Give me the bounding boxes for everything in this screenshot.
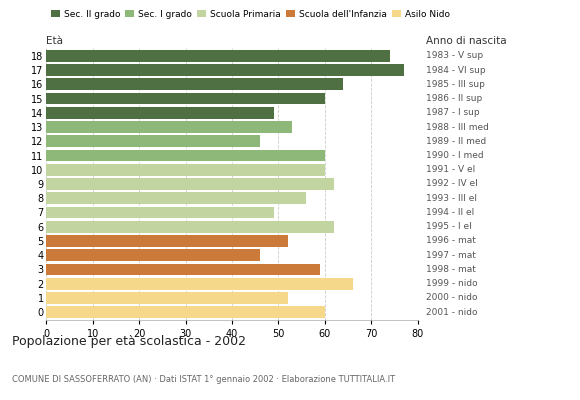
Text: 1998 - mat: 1998 - mat (426, 265, 476, 274)
Text: 1993 - III el: 1993 - III el (426, 194, 477, 203)
Text: 1992 - IV el: 1992 - IV el (426, 180, 478, 188)
Legend: Sec. II grado, Sec. I grado, Scuola Primaria, Scuola dell'Infanzia, Asilo Nido: Sec. II grado, Sec. I grado, Scuola Prim… (51, 10, 450, 19)
Text: 1987 - I sup: 1987 - I sup (426, 108, 480, 117)
Bar (46, 221, 334, 232)
Text: 1995 - I el: 1995 - I el (426, 222, 472, 231)
Bar (46, 249, 260, 261)
Bar (46, 178, 334, 190)
Text: 1989 - II med: 1989 - II med (426, 137, 487, 146)
Bar (46, 278, 353, 290)
Text: 1983 - V sup: 1983 - V sup (426, 51, 483, 60)
Text: Età: Età (46, 36, 63, 46)
Text: 1985 - III sup: 1985 - III sup (426, 80, 485, 89)
Text: 2000 - nido: 2000 - nido (426, 294, 478, 302)
Text: COMUNE DI SASSOFERRATO (AN) · Dati ISTAT 1° gennaio 2002 · Elaborazione TUTTITAL: COMUNE DI SASSOFERRATO (AN) · Dati ISTAT… (12, 375, 395, 384)
Bar (46, 264, 320, 275)
Bar (46, 235, 288, 247)
Text: Popolazione per età scolastica - 2002: Popolazione per età scolastica - 2002 (12, 335, 245, 348)
Bar (46, 150, 325, 161)
Bar (46, 136, 260, 147)
Text: 1994 - II el: 1994 - II el (426, 208, 474, 217)
Bar (46, 164, 325, 176)
Text: 1990 - I med: 1990 - I med (426, 151, 484, 160)
Bar (46, 207, 274, 218)
Bar (46, 78, 343, 90)
Text: 1984 - VI sup: 1984 - VI sup (426, 66, 486, 74)
Text: 1999 - nido: 1999 - nido (426, 279, 478, 288)
Bar (46, 192, 306, 204)
Text: 1986 - II sup: 1986 - II sup (426, 94, 483, 103)
Text: 2001 - nido: 2001 - nido (426, 308, 478, 317)
Text: 1988 - III med: 1988 - III med (426, 122, 489, 132)
Text: 1996 - mat: 1996 - mat (426, 236, 476, 246)
Bar (46, 121, 292, 133)
Bar (46, 306, 325, 318)
Text: 1991 - V el: 1991 - V el (426, 165, 476, 174)
Bar (46, 64, 404, 76)
Text: 1997 - mat: 1997 - mat (426, 251, 476, 260)
Bar (46, 292, 288, 304)
Bar (46, 107, 274, 119)
Text: Anno di nascita: Anno di nascita (426, 36, 507, 46)
Bar (46, 93, 325, 104)
Bar (46, 50, 390, 62)
